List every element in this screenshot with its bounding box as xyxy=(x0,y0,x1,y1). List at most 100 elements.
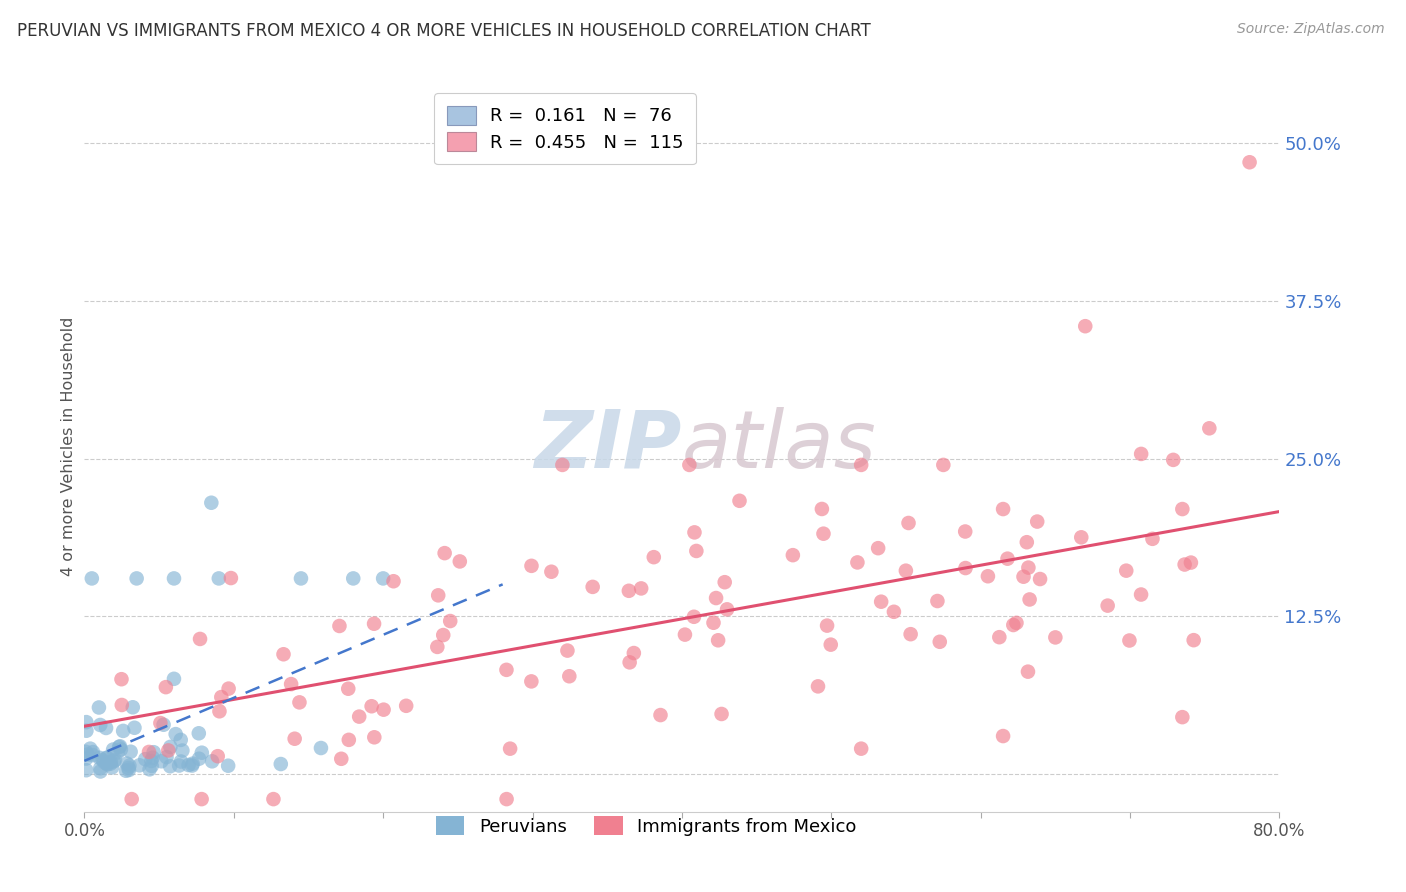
Point xyxy=(141,754,163,768)
Point xyxy=(111,698,134,712)
Point xyxy=(89,764,111,779)
Point xyxy=(1161,453,1184,467)
Point xyxy=(89,751,111,765)
Point xyxy=(208,571,231,585)
Point xyxy=(1198,421,1220,435)
Point xyxy=(219,571,242,585)
Point xyxy=(1029,572,1052,586)
Point xyxy=(167,758,190,772)
Point xyxy=(128,758,150,772)
Point xyxy=(170,732,193,747)
Point xyxy=(163,571,186,585)
Point xyxy=(953,524,976,539)
Point xyxy=(76,747,98,762)
Point xyxy=(75,745,97,759)
Point xyxy=(713,575,735,590)
Text: atlas: atlas xyxy=(682,407,877,485)
Point xyxy=(290,571,312,585)
Point xyxy=(1012,570,1035,584)
Point xyxy=(94,721,117,735)
Point xyxy=(89,761,111,775)
Legend: Peruvians, Immigrants from Mexico: Peruvians, Immigrants from Mexico xyxy=(429,808,863,843)
Point xyxy=(115,764,138,778)
Point xyxy=(1018,592,1040,607)
Point xyxy=(337,732,360,747)
Point xyxy=(439,614,461,628)
Point xyxy=(630,582,652,596)
Point xyxy=(82,748,104,763)
Point xyxy=(815,618,838,632)
Point xyxy=(540,565,562,579)
Point xyxy=(96,756,118,771)
Point xyxy=(201,754,224,768)
Point xyxy=(159,739,181,754)
Point xyxy=(75,751,97,765)
Point xyxy=(342,571,364,585)
Point xyxy=(1017,665,1039,679)
Point xyxy=(710,706,733,721)
Point xyxy=(170,755,193,769)
Point xyxy=(900,627,922,641)
Point xyxy=(80,571,103,585)
Point xyxy=(499,741,522,756)
Point xyxy=(117,761,139,775)
Point xyxy=(495,792,517,806)
Point xyxy=(1174,558,1197,572)
Point xyxy=(155,680,177,694)
Point xyxy=(79,741,101,756)
Point xyxy=(551,458,574,472)
Point xyxy=(617,583,640,598)
Point xyxy=(110,742,132,756)
Point xyxy=(75,723,97,738)
Text: Source: ZipAtlas.com: Source: ZipAtlas.com xyxy=(1237,22,1385,37)
Point xyxy=(851,458,873,472)
Point xyxy=(716,602,738,616)
Point xyxy=(142,750,165,764)
Point xyxy=(1142,532,1164,546)
Point xyxy=(897,516,920,530)
Point xyxy=(347,709,370,723)
Point xyxy=(868,541,890,556)
Point xyxy=(395,698,418,713)
Point xyxy=(433,546,456,560)
Point xyxy=(110,672,132,686)
Point xyxy=(883,605,905,619)
Point xyxy=(217,758,239,772)
Point xyxy=(190,792,212,806)
Point xyxy=(643,550,665,565)
Point xyxy=(124,721,146,735)
Point xyxy=(373,571,395,585)
Point xyxy=(157,743,180,757)
Point xyxy=(103,754,125,768)
Point xyxy=(1074,319,1097,334)
Point xyxy=(262,792,284,806)
Point xyxy=(813,526,835,541)
Point xyxy=(1005,615,1028,630)
Point xyxy=(208,704,231,718)
Point xyxy=(209,690,232,704)
Point xyxy=(977,569,1000,583)
Point xyxy=(683,609,706,624)
Point xyxy=(1115,564,1137,578)
Point xyxy=(702,615,724,630)
Point xyxy=(870,595,893,609)
Point xyxy=(360,699,382,714)
Point xyxy=(1017,560,1039,574)
Point xyxy=(121,700,143,714)
Point xyxy=(1180,556,1202,570)
Point xyxy=(115,756,138,771)
Point xyxy=(782,548,804,562)
Point xyxy=(820,638,842,652)
Point xyxy=(207,749,229,764)
Point xyxy=(683,525,706,540)
Y-axis label: 4 or more Vehicles in Household: 4 or more Vehicles in Household xyxy=(60,317,76,575)
Point xyxy=(449,554,471,568)
Point xyxy=(270,757,292,772)
Point xyxy=(112,723,135,738)
Point xyxy=(75,763,97,777)
Point xyxy=(104,753,127,767)
Point xyxy=(177,758,200,772)
Point xyxy=(118,763,141,777)
Point xyxy=(520,558,543,573)
Point xyxy=(991,502,1014,516)
